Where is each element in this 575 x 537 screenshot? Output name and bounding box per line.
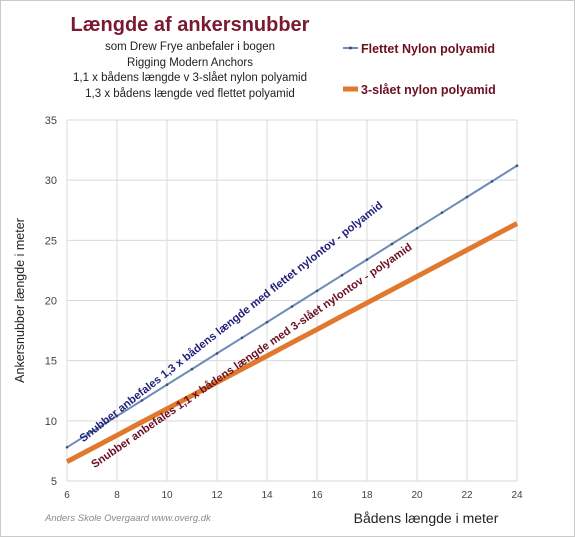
series-line-2	[65, 221, 519, 464]
data-point	[290, 305, 294, 308]
data-point	[240, 336, 244, 340]
x-axis-label: Bådens længde i meter	[354, 510, 499, 526]
subtitle-line-3: 1,1 x bådens længde v 3-slået nylon poly…	[73, 72, 307, 84]
x-tick-label: 14	[261, 490, 273, 501]
data-point	[465, 195, 469, 199]
annotation-2: Snubber anbefales 1,1 x bådens længde me…	[89, 241, 414, 471]
y-tick-label: 30	[45, 175, 57, 187]
legend-label-1: Flettet Nylon polyamid	[361, 42, 495, 56]
x-tick-label: 24	[511, 490, 523, 501]
data-point	[65, 446, 69, 449]
y-axis-label: Ankersnubber længde i meter	[13, 218, 27, 383]
x-tick-label: 10	[161, 490, 173, 501]
subtitle-line-4: 1,3 x bådens længde ved flettet polyamid	[85, 87, 295, 100]
subtitle-line-2: Rigging Modern Anchors	[127, 56, 253, 69]
x-tick-label: 18	[361, 490, 373, 501]
x-tick-label: 22	[461, 490, 473, 501]
data-point	[390, 242, 394, 246]
y-tick-label: 20	[45, 296, 57, 308]
y-tick-label: 25	[45, 235, 57, 247]
data-point	[90, 430, 94, 433]
data-point	[440, 211, 444, 214]
y-tick-label: 10	[45, 416, 57, 428]
title-block: Længde af ankersnubber som Drew Frye anb…	[40, 14, 340, 102]
data-point	[365, 258, 369, 261]
data-point	[490, 180, 494, 183]
subtitle-line-1: som Drew Frye anbefaler i bogen	[104, 41, 276, 53]
y-tick-label: 15	[45, 356, 57, 368]
y-tick-label: 35	[45, 115, 57, 127]
annotation-1: Snubber anbefales 1,3 x bådens længde me…	[78, 199, 386, 444]
data-point	[215, 352, 219, 355]
watermark: Anders Skole Overgaard www.overg.dk	[44, 513, 212, 524]
legend-label-2: 3-slået nylon polyamid	[361, 83, 496, 97]
data-point	[315, 289, 319, 293]
data-point	[515, 164, 519, 168]
x-tick-label: 6	[64, 490, 70, 501]
x-tick-label: 8	[114, 490, 120, 501]
data-point	[115, 414, 119, 418]
data-point	[415, 227, 419, 230]
data-point	[265, 320, 269, 324]
data-point	[165, 383, 169, 387]
data-point	[140, 399, 144, 402]
y-tick-label: 5	[51, 476, 57, 488]
data-point	[190, 367, 194, 371]
data-point	[340, 273, 344, 277]
x-tick-label: 12	[211, 490, 223, 501]
x-tick-label: 20	[411, 490, 423, 501]
legend-marker	[349, 46, 352, 50]
chart-title: Længde af ankersnubber	[70, 14, 310, 36]
x-tick-label: 16	[311, 490, 323, 501]
